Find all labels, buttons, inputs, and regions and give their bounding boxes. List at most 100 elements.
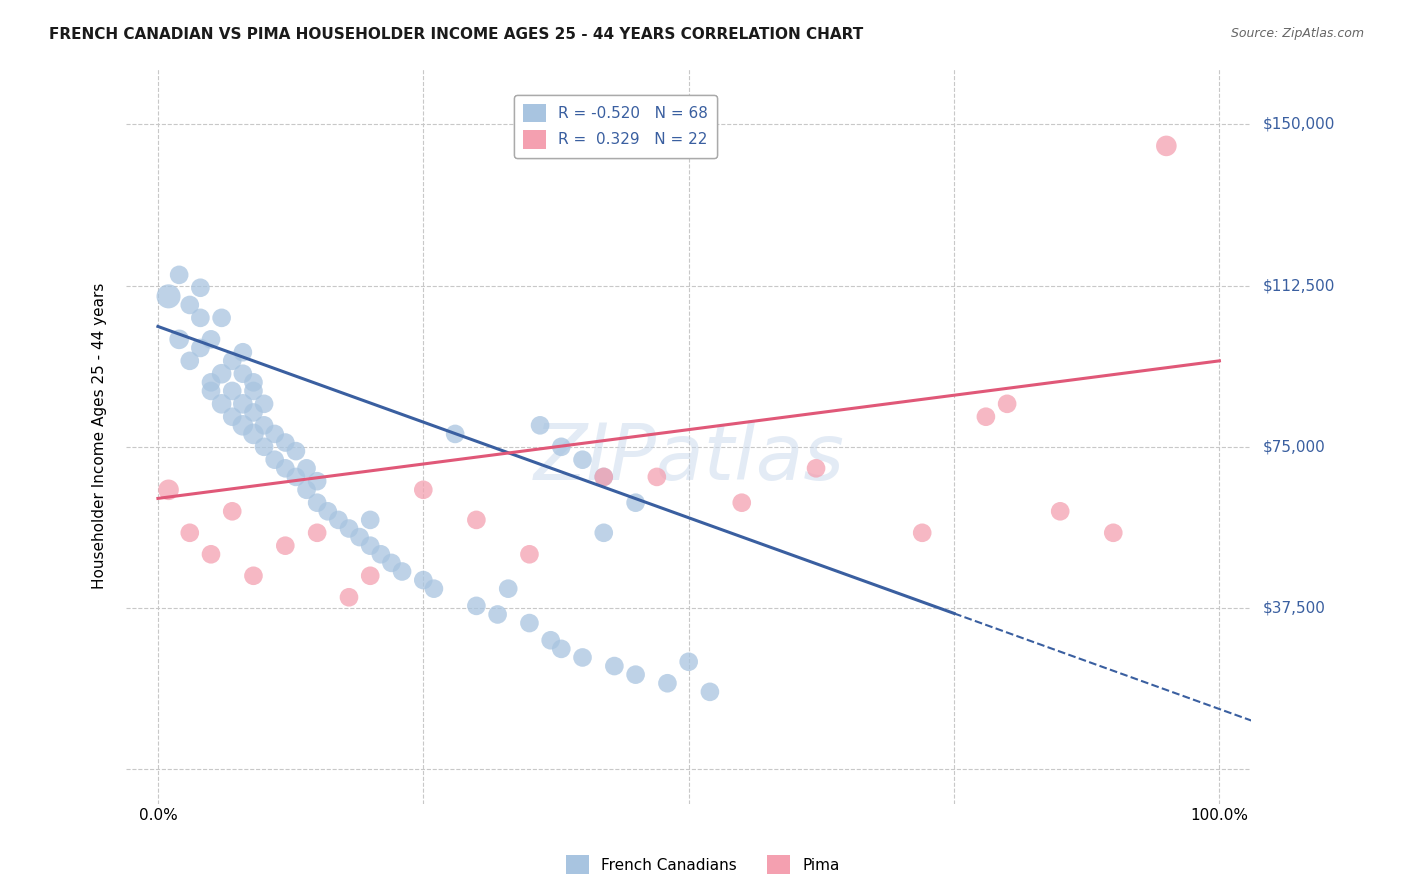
- Point: [200, 332, 222, 346]
- Point: [519, 547, 541, 561]
- Point: [571, 452, 593, 467]
- Point: [316, 504, 339, 518]
- Point: [592, 470, 614, 484]
- Point: [731, 496, 754, 510]
- Point: [412, 573, 434, 587]
- Point: [307, 525, 329, 540]
- Point: [190, 281, 212, 295]
- Point: [592, 525, 614, 540]
- Point: [380, 556, 402, 570]
- Point: [603, 659, 626, 673]
- Point: [190, 310, 212, 325]
- Point: [295, 483, 318, 497]
- Text: $37,500: $37,500: [1263, 600, 1326, 615]
- Point: [242, 376, 264, 390]
- Point: [486, 607, 509, 622]
- Point: [179, 525, 201, 540]
- Text: ZIP​atlas: ZIP​atlas: [533, 420, 844, 496]
- Point: [592, 470, 614, 484]
- Point: [307, 496, 329, 510]
- Point: [200, 384, 222, 398]
- Point: [295, 461, 318, 475]
- Point: [550, 440, 572, 454]
- Point: [200, 547, 222, 561]
- Point: [263, 452, 285, 467]
- Point: [167, 268, 190, 282]
- Legend: French Canadians, Pima: French Canadians, Pima: [560, 849, 846, 880]
- Point: [519, 616, 541, 631]
- Point: [200, 376, 222, 390]
- Point: [359, 539, 381, 553]
- Text: FRENCH CANADIAN VS PIMA HOUSEHOLDER INCOME AGES 25 - 44 YEARS CORRELATION CHART: FRENCH CANADIAN VS PIMA HOUSEHOLDER INCO…: [49, 27, 863, 42]
- Point: [221, 504, 243, 518]
- Point: [624, 496, 647, 510]
- Point: [232, 367, 254, 381]
- Point: [370, 547, 392, 561]
- Point: [242, 568, 264, 582]
- Point: [242, 426, 264, 441]
- Point: [678, 655, 700, 669]
- Point: [221, 409, 243, 424]
- Point: [179, 354, 201, 368]
- Point: [263, 426, 285, 441]
- Point: [444, 426, 467, 441]
- Point: [359, 568, 381, 582]
- Point: [253, 418, 276, 433]
- Point: [284, 470, 307, 484]
- Point: [253, 397, 276, 411]
- Point: [274, 435, 297, 450]
- Point: [211, 397, 233, 411]
- Text: $112,500: $112,500: [1263, 278, 1334, 293]
- Point: [465, 599, 488, 613]
- Point: [657, 676, 679, 690]
- Point: [571, 650, 593, 665]
- Point: [1102, 525, 1125, 540]
- Point: [412, 483, 434, 497]
- Point: [211, 367, 233, 381]
- Point: [359, 513, 381, 527]
- Legend: R = -0.520   N = 68, R =  0.329   N = 22: R = -0.520 N = 68, R = 0.329 N = 22: [513, 95, 717, 158]
- Point: [529, 418, 551, 433]
- Point: [349, 530, 371, 544]
- Point: [423, 582, 446, 596]
- Point: [337, 591, 360, 605]
- Point: [157, 483, 180, 497]
- Point: [190, 341, 212, 355]
- Point: [328, 513, 350, 527]
- Point: [391, 565, 413, 579]
- Text: $75,000: $75,000: [1263, 440, 1324, 454]
- Point: [804, 461, 827, 475]
- Point: [157, 289, 180, 303]
- Point: [496, 582, 519, 596]
- Point: [540, 633, 562, 648]
- Point: [232, 418, 254, 433]
- Point: [550, 641, 572, 656]
- Point: [995, 397, 1018, 411]
- Point: [465, 513, 488, 527]
- Point: [1049, 504, 1071, 518]
- Point: [242, 405, 264, 419]
- Point: [645, 470, 668, 484]
- Text: Source: ZipAtlas.com: Source: ZipAtlas.com: [1230, 27, 1364, 40]
- Point: [911, 525, 934, 540]
- Y-axis label: Householder Income Ages 25 - 44 years: Householder Income Ages 25 - 44 years: [93, 283, 107, 590]
- Point: [221, 354, 243, 368]
- Point: [211, 310, 233, 325]
- Point: [624, 667, 647, 681]
- Text: $150,000: $150,000: [1263, 117, 1334, 132]
- Point: [253, 440, 276, 454]
- Point: [974, 409, 997, 424]
- Point: [167, 332, 190, 346]
- Point: [337, 521, 360, 535]
- Point: [274, 539, 297, 553]
- Point: [1156, 139, 1178, 153]
- Point: [232, 345, 254, 359]
- Point: [221, 384, 243, 398]
- Point: [284, 444, 307, 458]
- Point: [307, 474, 329, 488]
- Point: [232, 397, 254, 411]
- Point: [242, 384, 264, 398]
- Point: [274, 461, 297, 475]
- Point: [179, 298, 201, 312]
- Point: [699, 685, 721, 699]
